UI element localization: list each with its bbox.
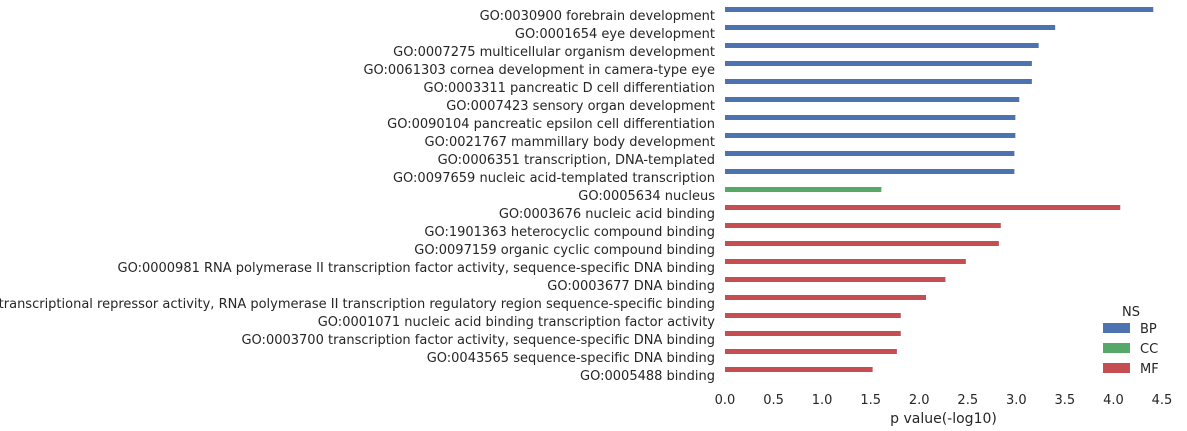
bar-2 [725,43,1039,48]
x-tick-label-7: 3.5 [1055,393,1076,408]
bar-18 [725,331,901,336]
legend: NS BP CC MF [1103,305,1159,377]
x-tick-label-6: 3.0 [1006,393,1027,408]
bar-3 [725,61,1032,66]
category-label-5: GO:0007423 sensory organ development [446,99,715,114]
category-label-17: GO:0001071 nucleic acid binding transcri… [318,315,716,330]
legend-swatch-mf [1103,363,1130,373]
x-tick-label-5: 2.5 [957,393,978,408]
bar-14 [725,259,966,264]
x-tick-labels: 0.0 0.5 1.0 1.5 2.0 2.5 3.0 3.5 4.0 4.5 [715,393,1173,408]
bar-11 [725,205,1121,210]
category-label-20: GO:0005488 binding [580,369,715,384]
category-label-15: GO:0003677 DNA binding [547,279,715,294]
category-label-12: GO:1901363 heterocyclic compound binding [424,225,715,240]
legend-swatch-bp [1103,323,1130,333]
x-tick-label-4: 2.0 [909,393,930,408]
bar-9 [725,169,1015,174]
category-label-6: GO:0090104 pancreatic epsilon cell diffe… [387,117,715,132]
category-label-8: GO:0006351 transcription, DNA-templated [438,153,715,168]
legend-label-bp: BP [1140,322,1157,337]
bar-4 [725,79,1032,84]
category-label-14: GO:0000981 RNA polymerase II transcripti… [118,261,715,276]
category-label-9: GO:0097659 nucleic acid-templated transc… [393,171,715,186]
x-tick-label-8: 4.0 [1103,393,1124,408]
bar-17 [725,313,901,318]
bar-16 [725,295,927,300]
category-label-4: GO:0003311 pancreatic D cell differentia… [424,81,715,96]
category-label-0: GO:0030900 forebrain development [480,9,715,24]
bar-19 [725,349,897,354]
bar-10 [725,187,882,192]
category-label-18: GO:0003700 transcription factor activity… [241,333,715,348]
category-label-2: GO:0007275 multicellular organism develo… [393,45,715,60]
legend-swatch-cc [1103,343,1130,353]
x-tick-label-2: 1.0 [812,393,833,408]
bar-15 [725,277,946,282]
category-label-11: GO:0003676 nucleic acid binding [499,207,715,222]
x-tick-label-1: 0.5 [763,393,784,408]
category-labels: GO:0030900 forebrain development GO:00016… [0,9,715,384]
bar-13 [725,241,999,246]
x-tick-label-3: 1.5 [860,393,881,408]
bar-12 [725,223,1001,228]
x-axis-title: p value(-log10) [890,411,997,427]
category-label-7: GO:0021767 mammillary body development [425,135,715,150]
bar-0 [725,7,1154,12]
x-tick-label-9: 4.5 [1152,393,1173,408]
category-label-3: GO:0061303 cornea development in camera-… [363,63,715,78]
bar-7 [725,133,1016,138]
category-label-19: GO:0043565 sequence-specific DNA binding [427,351,715,366]
bar-1 [725,25,1056,30]
bar-5 [725,97,1020,102]
legend-title: NS [1122,305,1140,320]
category-label-10: GO:0005634 nucleus [578,189,715,204]
bar-6 [725,115,1016,120]
bars-group [725,7,1154,372]
bar-8 [725,151,1015,156]
x-tick-label-0: 0.0 [715,393,736,408]
category-label-16: GO:0001227 transcriptional repressor act… [0,297,715,312]
category-label-1: GO:0001654 eye development [515,27,715,42]
category-label-13: GO:0097159 organic cyclic compound bindi… [414,243,715,258]
legend-label-mf: MF [1140,362,1159,377]
bar-20 [725,367,873,372]
legend-label-cc: CC [1140,342,1158,357]
